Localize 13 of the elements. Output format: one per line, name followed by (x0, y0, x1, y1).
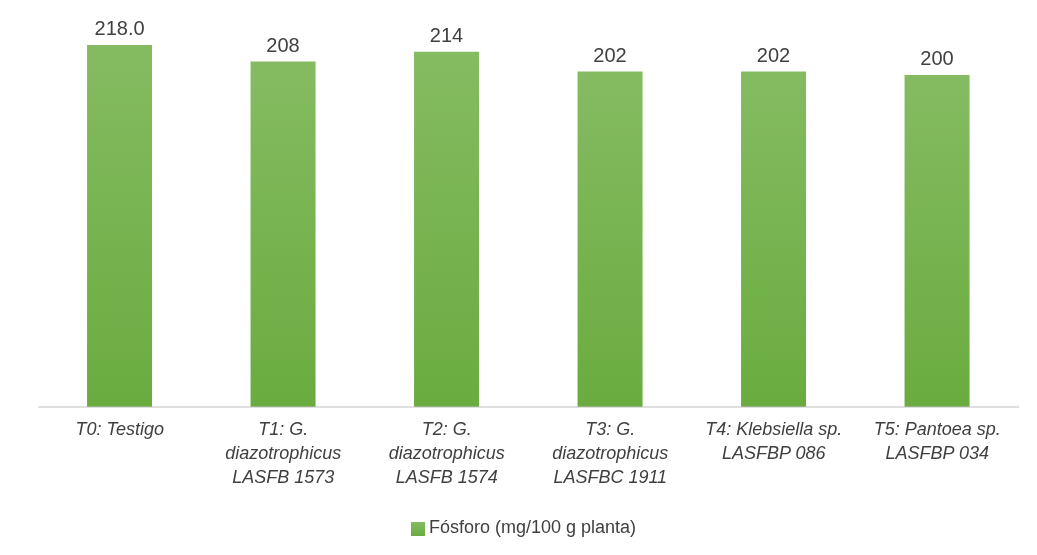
x-tick-label: T1: G. diazotrophicus LASFB 1573 (225, 419, 342, 487)
x-tick-label: T5: Pantoea sp. LASFBP 034 (873, 419, 1001, 463)
x-tick-label: T4: Klebsiella sp. LASFBP 086 (705, 419, 843, 463)
legend-label: Fósforo (mg/100 g planta) (428, 517, 637, 537)
data-label: 214 (429, 23, 464, 46)
data-label: 202 (756, 43, 791, 66)
x-tick-label: T3: G. diazotrophicus LASFBC 1911 (552, 419, 669, 487)
x-tick-label: T2: G. diazotrophicus LASFB 1574 (388, 419, 505, 487)
x-tick-label: T0: Testigo (75, 419, 164, 439)
data-label: 218.0 (94, 17, 145, 39)
data-label: 202 (593, 43, 627, 66)
data-label: 200 (920, 46, 954, 69)
data-label: 208 (266, 33, 300, 56)
